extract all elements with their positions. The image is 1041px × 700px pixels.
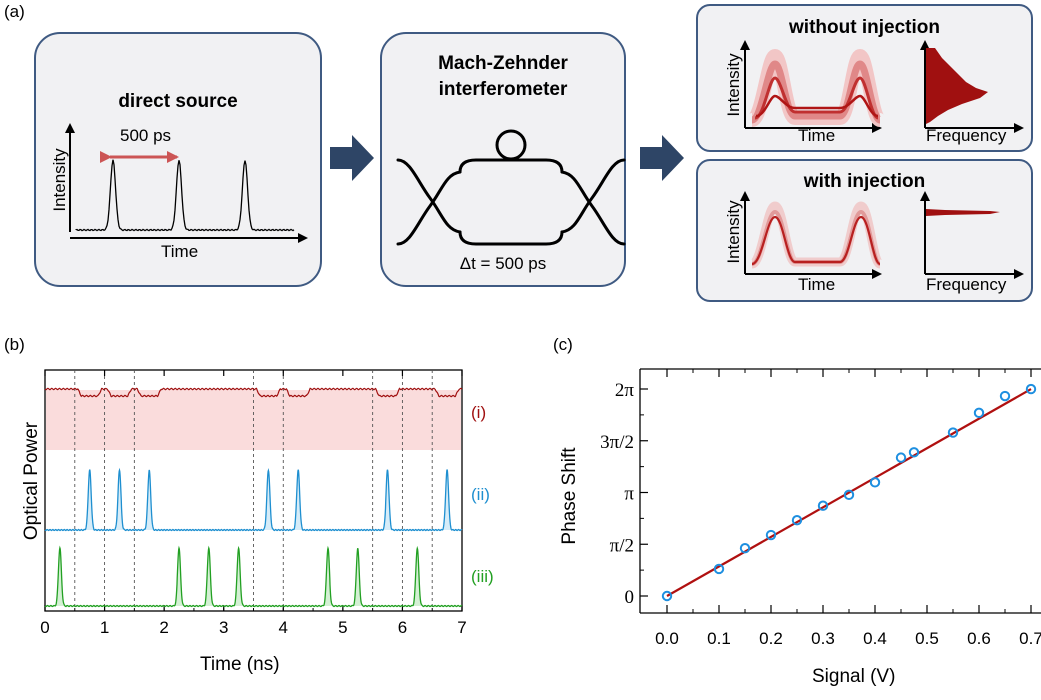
series-label: (i) — [471, 403, 486, 422]
with-injection-xlabel-time: Time — [798, 275, 836, 294]
with-injection-box: with injection — [696, 159, 1033, 302]
flow-arrow-1 — [330, 135, 374, 181]
without-injection-xlabel-time: Time — [798, 126, 836, 145]
series-iii-fill — [45, 548, 462, 607]
data-point — [661, 590, 673, 602]
data-point — [1025, 383, 1037, 395]
direct-source-xlabel: Time — [161, 242, 199, 261]
y-tick-label: π — [624, 484, 634, 505]
data-point — [869, 477, 881, 488]
fit-line — [666, 388, 1032, 597]
data-point — [713, 563, 725, 575]
series-ii-trace — [44, 467, 463, 532]
data-point — [895, 452, 907, 463]
x-tick-label: 1 — [100, 618, 109, 637]
data-point — [817, 500, 829, 511]
x-tick-label: 0.0 — [655, 629, 679, 648]
direct-source-title: direct source — [118, 91, 238, 112]
without-injection-xlabel-frequency: Frequency — [926, 126, 1007, 145]
series-label: (ii) — [471, 485, 490, 504]
with-injection-xlabel-frequency: Frequency — [926, 275, 1007, 294]
x-tick-label: 0.7 — [1019, 629, 1041, 648]
without-injection-eye-traces — [748, 48, 887, 127]
panel-label-a: (a) — [4, 2, 25, 21]
x-tick-label: 7 — [457, 618, 466, 637]
chart-c-ylabel: Phase Shift — [559, 447, 580, 545]
x-tick-label: 0.3 — [811, 629, 835, 648]
x-tick-label: 0.4 — [863, 629, 887, 648]
mzi-delay-label: Δt = 500 ps — [459, 254, 547, 273]
without-injection-histogram — [926, 48, 988, 124]
data-point — [947, 427, 959, 438]
x-tick-label: 0.2 — [759, 629, 783, 648]
data-point — [973, 407, 985, 419]
mzi-title-line1: Mach-Zehnder — [438, 53, 568, 74]
chart-b-xlabel: Time (ns) — [200, 654, 280, 675]
mzi-waveguide-diagram — [396, 129, 626, 246]
series-ii-fill — [45, 469, 462, 531]
x-tick-label: 4 — [279, 618, 288, 637]
data-point — [791, 515, 803, 526]
data-point — [908, 447, 920, 458]
x-tick-label: 2 — [159, 618, 168, 637]
x-tick-label: 0.1 — [707, 629, 731, 648]
y-tick-label: π/2 — [610, 535, 634, 556]
y-tick-label: 2π — [615, 380, 635, 401]
panel-label-b: (b) — [4, 335, 25, 354]
mzi-title-line2: interferometer — [438, 79, 568, 100]
series-i-trace — [44, 387, 463, 398]
with-injection-eye-traces — [749, 201, 885, 269]
data-point — [999, 390, 1011, 402]
series-label: (iii) — [471, 567, 494, 586]
without-injection-title: without injection — [789, 17, 940, 38]
x-tick-label: 0.5 — [915, 629, 939, 648]
period-label: 500 ps — [120, 126, 172, 145]
data-point — [739, 543, 751, 554]
y-tick-label: 0 — [625, 587, 635, 608]
with-injection-histogram — [926, 209, 1000, 216]
direct-source-pulse-trace — [75, 159, 295, 232]
data-point — [843, 489, 855, 501]
y-tick-label: 3π/2 — [600, 432, 634, 453]
x-tick-label: 5 — [338, 618, 347, 637]
flow-arrow-2 — [640, 135, 684, 181]
chart-c-xlabel: Signal (V) — [812, 666, 896, 687]
with-injection-title: with injection — [803, 171, 926, 192]
data-point — [765, 529, 777, 541]
x-tick-label: 0 — [40, 618, 49, 637]
x-tick-label: 0.6 — [967, 629, 991, 648]
x-tick-label: 6 — [398, 618, 407, 637]
panel-label-c: (c) — [553, 335, 573, 354]
series-iii-trace — [44, 545, 463, 608]
x-tick-label: 3 — [219, 618, 228, 637]
